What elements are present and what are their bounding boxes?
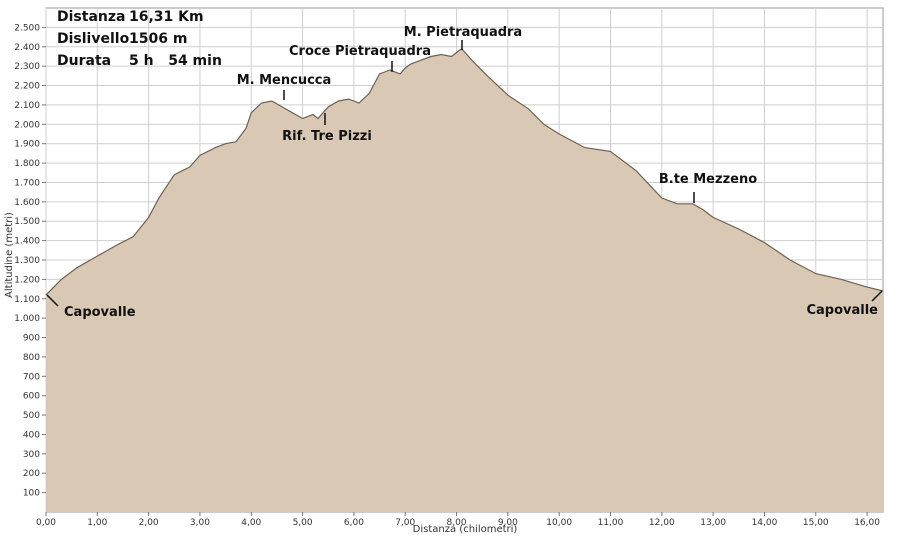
y-tick-label: 1.300	[14, 256, 40, 266]
distance-value: 16,31 Km	[129, 9, 204, 25]
y-tick-label: 900	[23, 334, 40, 344]
x-tick-label: 6,00	[344, 518, 364, 528]
x-tick-label: 12,00	[649, 518, 675, 528]
annotation-label: Capovalle	[806, 303, 878, 318]
x-tick-label: 14,00	[752, 518, 778, 528]
annotation-leader	[46, 294, 59, 307]
y-tick-label: 1.100	[14, 295, 40, 305]
route-info-box: Distanza 16,31 Km Dislivello 1506 m Dura…	[57, 9, 222, 69]
y-tick-label: 1.400	[14, 237, 40, 247]
x-tick-label: 0,00	[36, 518, 56, 528]
annotations: M. Mencucca Rif. Tre Pizzi Croce Pietraqua…	[46, 25, 883, 320]
duration-label: Durata	[57, 53, 111, 69]
distance-label: Distanza	[57, 9, 125, 25]
x-tick-label: 2,00	[139, 518, 159, 528]
y-tick-label: 100	[23, 489, 40, 499]
y-tick-label: 600	[23, 392, 40, 402]
y-tick-label: 2.400	[14, 43, 40, 53]
y-tick-label: 400	[23, 430, 40, 440]
y-tick-label: 700	[23, 372, 40, 382]
elevation-line	[45, 47, 884, 296]
y-tick-label: 1.800	[14, 159, 40, 169]
y-tick-label: 300	[23, 450, 40, 460]
x-tick-label: 3,00	[190, 518, 210, 528]
y-tick-label: 200	[23, 469, 40, 479]
annotation-leader	[871, 290, 883, 302]
y-tick-label: 1.200	[14, 275, 40, 285]
y-tick-label: 1.000	[14, 314, 40, 324]
annotation-label: Rif. Tre Pizzi	[282, 129, 372, 144]
y-tick-label: 1.700	[14, 178, 40, 188]
x-tick-label: 4,00	[241, 518, 261, 528]
y-tick-label: 800	[23, 353, 40, 363]
x-tick-label: 1,00	[87, 518, 107, 528]
x-tick-label: 7,00	[395, 518, 415, 528]
y-tick-label: 1.600	[14, 198, 40, 208]
annotation-label: Croce Pietraquadra	[289, 44, 431, 59]
annotation-label: B.te Mezzeno	[659, 172, 757, 187]
x-tick-label: 5,00	[293, 518, 313, 528]
x-tick-label: 10,00	[546, 518, 572, 528]
y-axis-title: Altitudine (metri)	[4, 212, 15, 298]
x-tick-label: 8,00	[447, 518, 467, 528]
y-tick-label: 1.500	[14, 217, 40, 227]
axis-ticks: 0,00 1,00 2,00 3,00 4,00 5,00 6,00 7,00 8,00 9,00…	[14, 23, 880, 528]
y-tick-label: 2.300	[14, 62, 40, 72]
elevation-series	[45, 47, 884, 512]
duration-value: 5 h 54 min	[129, 53, 222, 69]
y-tick-label: 2.100	[14, 101, 40, 111]
elevation-area	[46, 48, 883, 512]
elevation-label: Dislivello	[57, 31, 130, 47]
y-tick-label: 500	[23, 411, 40, 421]
x-tick-label: 16,00	[854, 518, 880, 528]
y-tick-label: 1.900	[14, 140, 40, 150]
elevation-value: 1506 m	[129, 31, 187, 47]
x-tick-label: 13,00	[700, 518, 726, 528]
x-tick-label: 11,00	[598, 518, 624, 528]
x-tick-label: 9,00	[498, 518, 518, 528]
y-tick-label: 2.500	[14, 23, 40, 33]
annotation-label: Capovalle	[64, 305, 136, 320]
x-tick-label: 15,00	[803, 518, 829, 528]
y-tick-label: 2.000	[14, 120, 40, 130]
annotation-label: M. Mencucca	[237, 73, 332, 88]
annotation-label: M. Pietraquadra	[404, 25, 522, 40]
y-tick-label: 2.200	[14, 82, 40, 92]
x-axis-title: Distanza (chilometri)	[413, 524, 518, 535]
